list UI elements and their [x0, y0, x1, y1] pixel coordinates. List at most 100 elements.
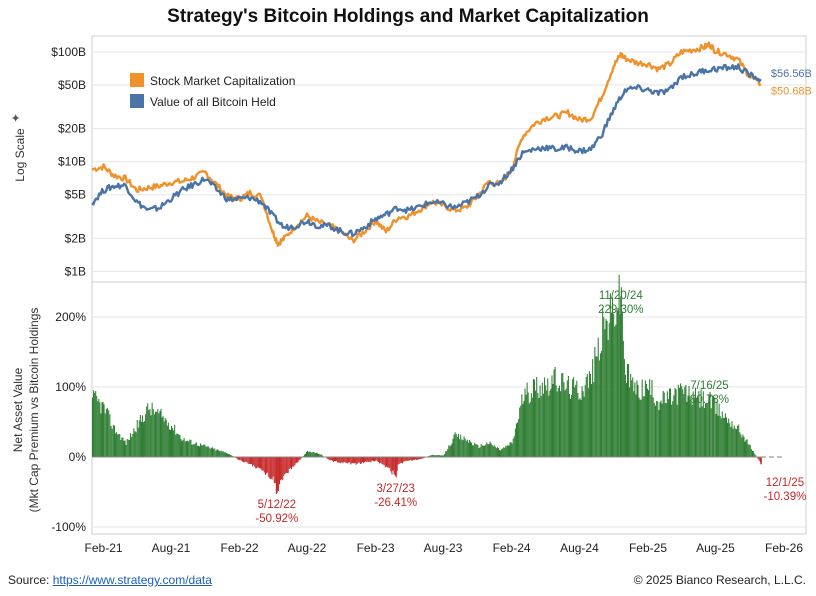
- nav-bar: [218, 450, 220, 457]
- nav-bar: [243, 457, 245, 463]
- nav-bar: [485, 444, 487, 457]
- bottom-gridlines: [92, 316, 806, 528]
- nav-bar: [169, 429, 171, 457]
- nav-bar: [93, 390, 95, 457]
- nav-bar: [176, 433, 178, 457]
- source-label: Source:: [8, 573, 50, 587]
- nav-bar: [463, 436, 465, 457]
- nav-bar: [388, 457, 390, 468]
- nav-bar: [682, 389, 684, 457]
- nav-bar: [734, 428, 736, 457]
- top-panel: $100B $50B $20B $10B $5B $2B $1B $50.68B $56.56…: [9, 35, 812, 283]
- source-link[interactable]: https://www.strategy.com/data: [52, 573, 212, 587]
- nav-bar: [387, 457, 389, 468]
- nav-bar: [719, 415, 721, 457]
- nav-bar: [680, 383, 682, 457]
- nav-bar: [296, 457, 298, 463]
- nav-bar: [238, 457, 240, 461]
- nav-bar: [145, 414, 147, 457]
- nav-bar: [183, 438, 185, 457]
- nav-bar: [697, 397, 699, 457]
- nav-bar: [180, 439, 182, 457]
- nav-bar: [252, 457, 254, 467]
- nav-bar: [509, 442, 511, 457]
- nav-bar: [524, 388, 526, 457]
- nav-bar: [422, 457, 424, 459]
- nav-bar: [727, 422, 729, 457]
- nav-bar: [154, 411, 157, 457]
- nav-bar: [451, 443, 453, 457]
- nav-bar: [699, 407, 701, 457]
- nav-bar: [637, 384, 639, 457]
- nav-bar: [228, 453, 230, 457]
- nav-bar: [105, 408, 107, 457]
- nav-bar: [221, 451, 223, 457]
- nav-bar: [553, 369, 555, 457]
- nav-bar: [481, 445, 483, 457]
- nav-bar: [318, 453, 320, 457]
- x-tick-label: Aug-23: [424, 541, 463, 555]
- nav-bar: [138, 420, 140, 457]
- nav-bar: [571, 394, 573, 457]
- nav-bar: [188, 441, 190, 457]
- nav-bar: [641, 379, 643, 457]
- nav-bar: [674, 388, 676, 457]
- nav-bar: [298, 457, 300, 461]
- nav-bar: [461, 439, 463, 457]
- nav-bar: [577, 393, 579, 457]
- nav-bar: [599, 353, 601, 457]
- nav-bar: [285, 457, 287, 474]
- nav-bar: [555, 385, 557, 457]
- annotation-label: -50.92%: [255, 513, 298, 525]
- nav-bar: [487, 444, 489, 457]
- chart-title: Strategy's Bitcoin Holdings and Market C…: [167, 6, 649, 27]
- legend-label-bitcoin-value: Value of all Bitcoin Held: [150, 95, 276, 109]
- nav-bar: [598, 360, 600, 457]
- nav-bar: [153, 414, 155, 457]
- nav-bar: [187, 440, 189, 457]
- nav-bar: [250, 457, 252, 465]
- nav-bar: [205, 446, 207, 457]
- annotation-label: 229.30%: [598, 304, 643, 316]
- nav-bar: [548, 395, 550, 457]
- nav-bar: [737, 425, 739, 457]
- nav-bar: [95, 391, 97, 457]
- nav-bar: [393, 457, 395, 475]
- nav-bar: [375, 457, 377, 461]
- nav-bar: [370, 457, 372, 463]
- nav-bar: [217, 449, 219, 457]
- nav-bar: [645, 383, 647, 457]
- nav-bar: [731, 421, 733, 457]
- nav-bar: [593, 382, 595, 457]
- nav-bar: [705, 403, 707, 457]
- nav-bar: [455, 433, 457, 457]
- nav-bar: [386, 457, 388, 467]
- nav-bar: [706, 402, 708, 457]
- nav-bar: [411, 457, 413, 461]
- nav-bar: [345, 457, 347, 463]
- bottom-panel: 200% 100% 0% -100% 11/20/24 229.30% 7/16/25 80…: [11, 274, 807, 535]
- nav-bar: [542, 393, 544, 457]
- nav-bar: [403, 457, 405, 462]
- nav-bar: [590, 383, 593, 457]
- nav-bar: [631, 380, 633, 457]
- nav-bar: [352, 457, 354, 463]
- nav-bar: [567, 375, 569, 457]
- nav-bar: [662, 390, 664, 457]
- nav-bar: [639, 399, 641, 457]
- nav-bar: [159, 411, 161, 457]
- nav-bar: [157, 409, 159, 457]
- nav-bar: [163, 421, 165, 457]
- nav-bar: [584, 385, 586, 457]
- nav-bar: [594, 347, 596, 457]
- nav-bar: [418, 457, 420, 460]
- nav-bar: [457, 434, 459, 457]
- x-tick-label: Feb-24: [493, 541, 531, 555]
- nav-bar: [120, 440, 122, 457]
- nav-bar: [551, 375, 553, 457]
- nav-bar: [272, 457, 274, 477]
- nav-bar: [373, 457, 375, 462]
- nav-bar: [491, 444, 493, 457]
- nav-bar: [280, 457, 282, 481]
- nav-bar: [194, 443, 196, 457]
